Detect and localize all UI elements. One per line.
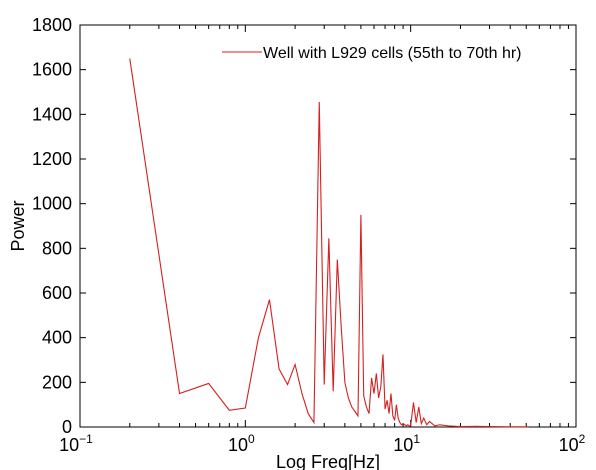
y-tick-label: 1600 [32,60,72,80]
y-tick-label: 200 [42,372,72,392]
x-tick-label: 10−1 [59,432,93,455]
x-axis-label: Log Freq[Hz] [276,452,380,470]
x-tick-label-base: 10 [59,435,79,455]
y-tick-label: 1200 [32,149,72,169]
x-tick-label-exponent: −1 [79,432,93,446]
x-axis-minor-ticks [129,25,569,427]
x-tick-label-exponent: 1 [413,432,420,446]
x-tick-label-exponent: 0 [248,432,255,446]
x-tick-label: 102 [559,432,586,455]
y-tick-label: 800 [42,238,72,258]
x-tick-label-base: 10 [393,435,413,455]
y-tick-label: 1800 [32,15,72,35]
series-line [129,58,530,428]
legend: Well with L929 cells (55th to 70th hr) [222,45,522,62]
x-tick-label-base: 10 [228,435,248,455]
x-tick-label-base: 10 [559,435,579,455]
x-tick-label: 101 [393,432,420,455]
x-axis-ticks: 10−1 100 101 102 [59,25,586,455]
y-tick-label: 1400 [32,104,72,124]
y-tick-label: 0 [62,417,72,437]
x-tick-label: 100 [228,432,255,455]
y-tick-label: 1000 [32,194,72,214]
y-axis-label: Power [8,200,28,251]
y-tick-label: 600 [42,283,72,303]
plot-area [79,24,577,428]
y-axis-ticks: 0 200 400 600 800 1000 1200 1400 1600 1800 [32,15,576,437]
x-tick-label-exponent: 2 [579,432,586,446]
legend-label: Well with L929 cells (55th to 70th hr) [263,45,522,62]
y-tick-label: 400 [42,328,72,348]
